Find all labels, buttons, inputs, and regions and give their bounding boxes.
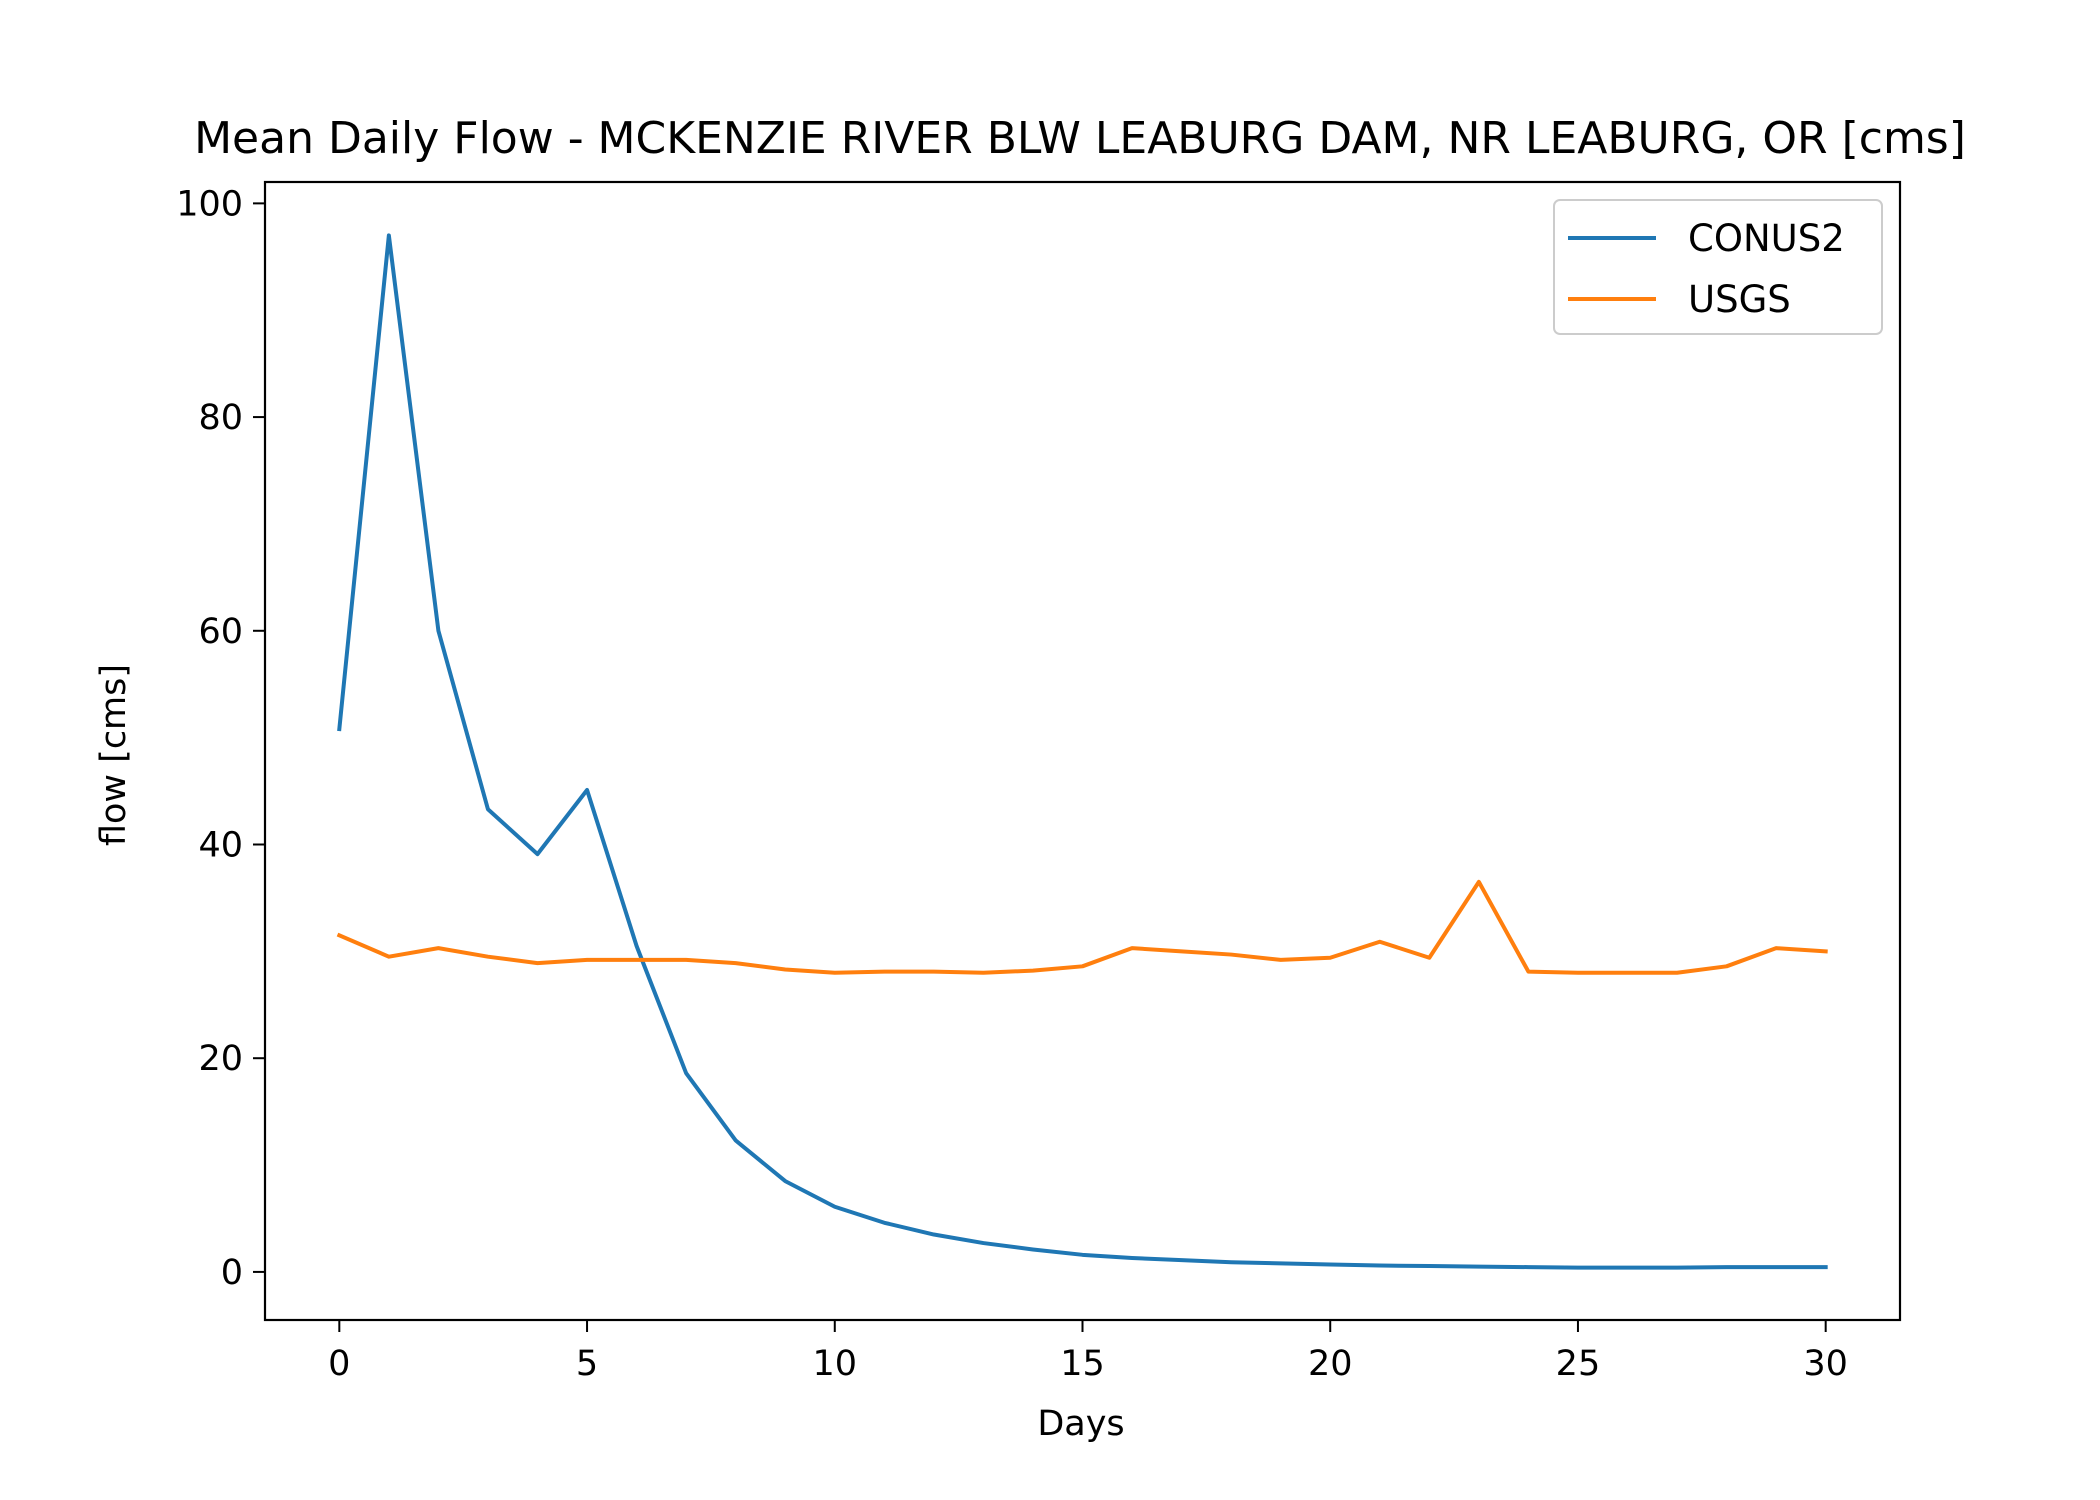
series-line-conus2 xyxy=(337,233,1828,1270)
y-tick-label: 40 xyxy=(198,825,243,865)
x-tick-label: 15 xyxy=(1060,1344,1105,1384)
x-tick-label: 25 xyxy=(1556,1344,1601,1384)
y-tick-label: 100 xyxy=(176,184,243,224)
legend-label-conus2: CONUS2 xyxy=(1688,217,1845,260)
y-tick-label: 80 xyxy=(198,398,243,438)
y-tick-label: 0 xyxy=(221,1253,243,1293)
x-tick-label: 5 xyxy=(576,1344,598,1384)
y-tick-label: 60 xyxy=(198,612,243,652)
legend-label-usgs: USGS xyxy=(1688,278,1791,321)
y-axis-label: flow [cms] xyxy=(94,664,134,846)
x-tick-label: 10 xyxy=(812,1344,857,1384)
x-tick-label: 0 xyxy=(328,1344,350,1384)
series-line-usgs xyxy=(336,879,1828,975)
x-tick-label: 30 xyxy=(1803,1344,1848,1384)
x-tick-label: 20 xyxy=(1308,1344,1353,1384)
x-axis-label: Days xyxy=(1037,1404,1124,1444)
y-tick-label: 20 xyxy=(198,1039,243,1079)
plot-area: 0 5 10 15 20 25 30 0 20 40 60 80 100 xyxy=(176,180,1902,1384)
legend: CONUS2 USGS xyxy=(1553,199,1883,335)
chart-title: Mean Daily Flow - MCKENZIE RIVER BLW LEA… xyxy=(194,113,1966,164)
